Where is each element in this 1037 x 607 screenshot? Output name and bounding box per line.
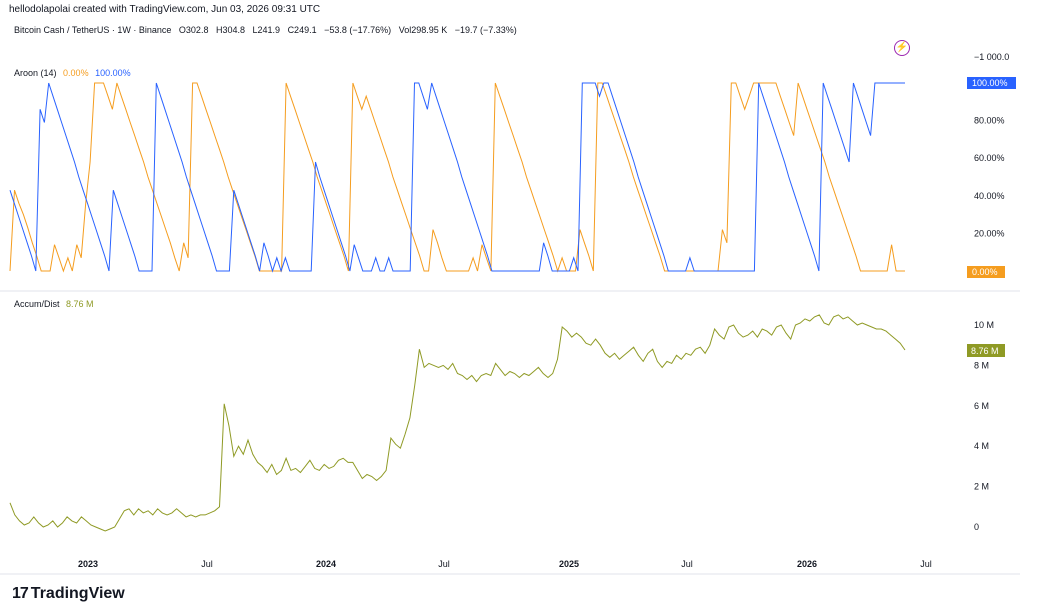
symbol-info-line: Bitcoin Cash / TetherUS · 1W · Binance O… <box>14 25 522 35</box>
accum-y-tick: 6 M <box>974 401 989 411</box>
ohlc-open: O302.8 <box>178 25 209 35</box>
x-axis-tick: Jul <box>438 559 450 569</box>
aroon-title: Aroon (14) <box>14 68 57 78</box>
x-axis-tick: Jul <box>681 559 693 569</box>
ohlc-low: L241.9 <box>252 25 281 35</box>
ohlc-high: H304.8 <box>215 25 245 35</box>
accum-value: 8.76 M <box>66 299 94 309</box>
lightning-bolt-icon[interactable]: ⚡ <box>894 40 910 56</box>
aroon-down-badge-text: 0.00% <box>972 267 998 277</box>
x-axis-tick: Jul <box>201 559 213 569</box>
tradingview-brand: TradingView <box>30 585 125 602</box>
volume-value: Vol298.95 K <box>398 25 448 35</box>
aroon-y-tick: 60.00% <box>974 153 1005 163</box>
aroon-y-tick: 80.00% <box>974 116 1005 126</box>
symbol-name[interactable]: Bitcoin Cash / TetherUS · 1W · Binance <box>14 25 172 35</box>
accum-dist-series-line <box>9 314 906 532</box>
accum-y-tick: 10 M <box>974 320 994 330</box>
aroon-y-tick: 40.00% <box>974 191 1005 201</box>
aroon-up-value: 100.00% <box>95 68 131 78</box>
aroon-y-tick: 20.00% <box>974 228 1005 238</box>
accum-badge <box>967 344 1005 357</box>
x-axis-tick: Jul <box>920 559 932 569</box>
chart-attribution: hellodolapolai created with TradingView.… <box>9 4 321 15</box>
volume-change: −19.7 (−7.33%) <box>454 25 517 35</box>
price-change: −53.8 (−17.76%) <box>324 25 392 35</box>
aroon-down-badge <box>967 266 1005 278</box>
aroon-up-badge-text: 100.00% <box>972 78 1008 88</box>
aroon-up-series-line <box>9 82 905 273</box>
aroon-up-badge <box>967 77 1016 89</box>
x-axis-tick: 2025 <box>559 559 579 569</box>
accum-badge-text: 8.76 M <box>971 346 999 356</box>
aroon-down-series-line <box>9 82 905 273</box>
accum-y-tick: 2 M <box>974 482 989 492</box>
x-axis-tick: 2023 <box>78 559 98 569</box>
ohlc-close: C249.1 <box>287 25 317 35</box>
price-axis-top-label: −1 000.0 <box>974 52 1009 62</box>
aroon-legend[interactable]: Aroon (14) 0.00% 100.00% <box>14 68 135 78</box>
tradingview-logo-icon: 17 <box>12 585 29 602</box>
tradingview-footer[interactable]: 17 TradingView <box>12 585 125 603</box>
accum-y-tick: 4 M <box>974 441 989 451</box>
x-axis-tick: 2024 <box>316 559 336 569</box>
accum-y-tick: 0 <box>974 522 979 532</box>
accum-title: Accum/Dist <box>14 299 60 309</box>
accum-y-tick: 8 M <box>974 360 989 370</box>
accum-legend[interactable]: Accum/Dist 8.76 M <box>14 299 98 309</box>
aroon-down-value: 0.00% <box>63 68 89 78</box>
x-axis-tick: 2026 <box>797 559 817 569</box>
